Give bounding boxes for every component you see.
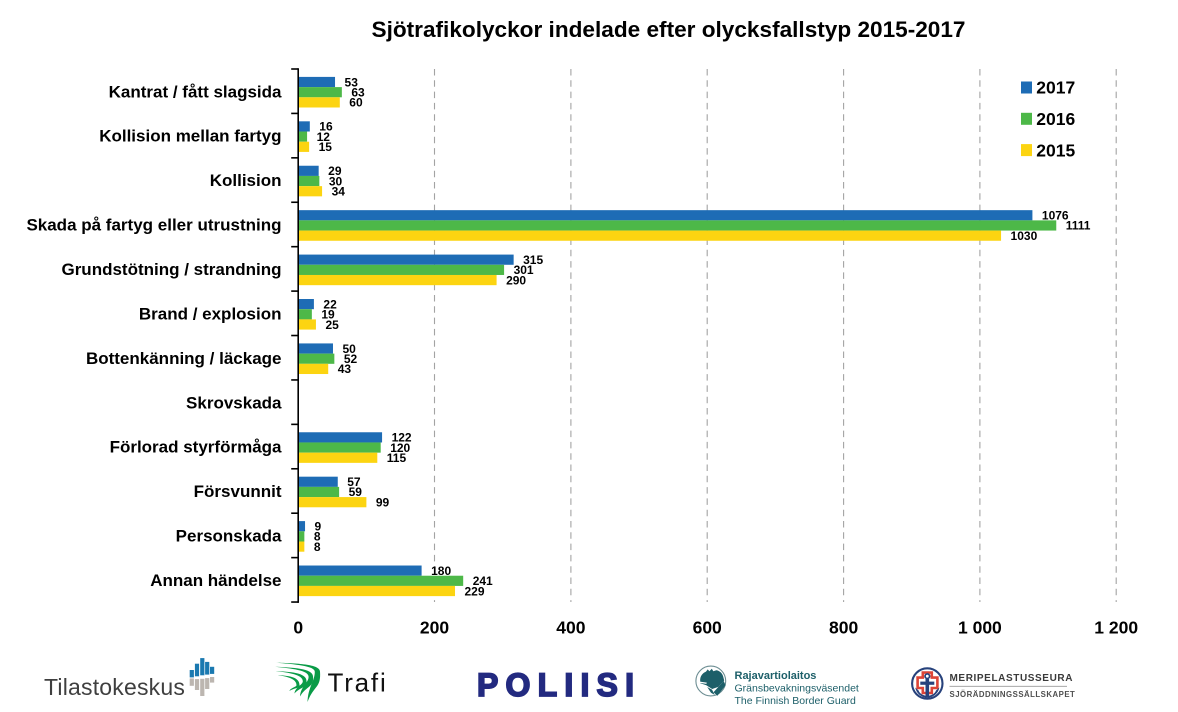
svg-text:29: 29: [328, 164, 342, 178]
svg-text:34: 34: [332, 184, 346, 198]
svg-text:8: 8: [314, 530, 321, 544]
svg-text:Kollision mellan fartyg: Kollision mellan fartyg: [99, 127, 281, 146]
svg-text:99: 99: [376, 495, 390, 509]
svg-text:12: 12: [317, 130, 331, 144]
svg-text:122: 122: [392, 431, 412, 445]
svg-text:15: 15: [319, 140, 333, 154]
svg-text:50: 50: [342, 342, 356, 356]
svg-text:22: 22: [323, 297, 337, 311]
svg-text:Rajavartiolaitos: Rajavartiolaitos: [735, 670, 817, 682]
svg-text:Gränsbevakningsväsendet: Gränsbevakningsväsendet: [735, 683, 859, 695]
svg-text:2015: 2015: [1036, 140, 1075, 160]
svg-text:229: 229: [465, 584, 485, 598]
svg-text:8: 8: [314, 540, 321, 554]
svg-text:Trafi: Trafi: [328, 668, 388, 698]
svg-text:2017: 2017: [1036, 78, 1075, 98]
svg-text:2016: 2016: [1036, 109, 1075, 129]
svg-text:0: 0: [293, 618, 303, 638]
svg-text:POLIISI: POLIISI: [477, 667, 641, 703]
svg-text:1 000: 1 000: [958, 618, 1002, 638]
svg-text:SJÖRÄDDNINGSSÄLLSKAPET: SJÖRÄDDNINGSSÄLLSKAPET: [950, 690, 1076, 699]
svg-text:Tilastokeskus: Tilastokeskus: [44, 674, 185, 700]
svg-text:Försvunnit: Försvunnit: [194, 482, 282, 501]
svg-text:Sjötrafikolyckor indelade efte: Sjötrafikolyckor indelade efter olycksfa…: [372, 17, 966, 42]
svg-text:180: 180: [431, 564, 451, 578]
svg-text:43: 43: [338, 362, 352, 376]
svg-text:Grundstötning / strandning: Grundstötning / strandning: [61, 260, 281, 279]
svg-text:Skrovskada: Skrovskada: [186, 393, 282, 412]
svg-text:19: 19: [321, 308, 335, 322]
svg-text:Kollision: Kollision: [210, 171, 282, 190]
svg-text:Förlorad styrförmåga: Förlorad styrförmåga: [110, 438, 282, 457]
svg-text:59: 59: [349, 485, 363, 499]
svg-text:30: 30: [329, 174, 343, 188]
svg-text:290: 290: [506, 273, 526, 287]
svg-text:52: 52: [344, 352, 358, 366]
svg-text:800: 800: [829, 618, 858, 638]
svg-text:241: 241: [473, 574, 493, 588]
svg-text:The Finnish Border Guard: The Finnish Border Guard: [735, 695, 857, 707]
svg-text:60: 60: [349, 96, 363, 110]
svg-text:Skada på fartyg eller utrustni: Skada på fartyg eller utrustning: [26, 216, 281, 235]
svg-text:1076: 1076: [1042, 209, 1069, 223]
svg-text:400: 400: [556, 618, 585, 638]
svg-text:200: 200: [420, 618, 449, 638]
svg-text:57: 57: [347, 475, 361, 489]
svg-text:MERIPELASTUSSEURA: MERIPELASTUSSEURA: [950, 673, 1074, 684]
svg-text:53: 53: [345, 75, 359, 89]
svg-text:Bottenkänning / läckage: Bottenkänning / läckage: [86, 349, 282, 368]
svg-text:315: 315: [523, 253, 543, 267]
svg-text:9: 9: [315, 519, 322, 533]
svg-text:115: 115: [387, 451, 407, 465]
svg-text:25: 25: [325, 318, 339, 332]
svg-text:Personskada: Personskada: [176, 527, 282, 546]
svg-text:301: 301: [514, 263, 534, 277]
svg-text:1 200: 1 200: [1094, 618, 1138, 638]
svg-text:Kantrat / fått slagsida: Kantrat / fått slagsida: [109, 82, 282, 101]
svg-text:600: 600: [693, 618, 722, 638]
svg-text:Brand / explosion: Brand / explosion: [139, 304, 282, 323]
svg-text:63: 63: [351, 85, 365, 99]
svg-text:120: 120: [390, 441, 410, 455]
svg-text:16: 16: [319, 120, 333, 134]
svg-text:Annan händelse: Annan händelse: [150, 571, 281, 590]
svg-text:1030: 1030: [1011, 229, 1038, 243]
svg-text:1111: 1111: [1066, 219, 1091, 233]
